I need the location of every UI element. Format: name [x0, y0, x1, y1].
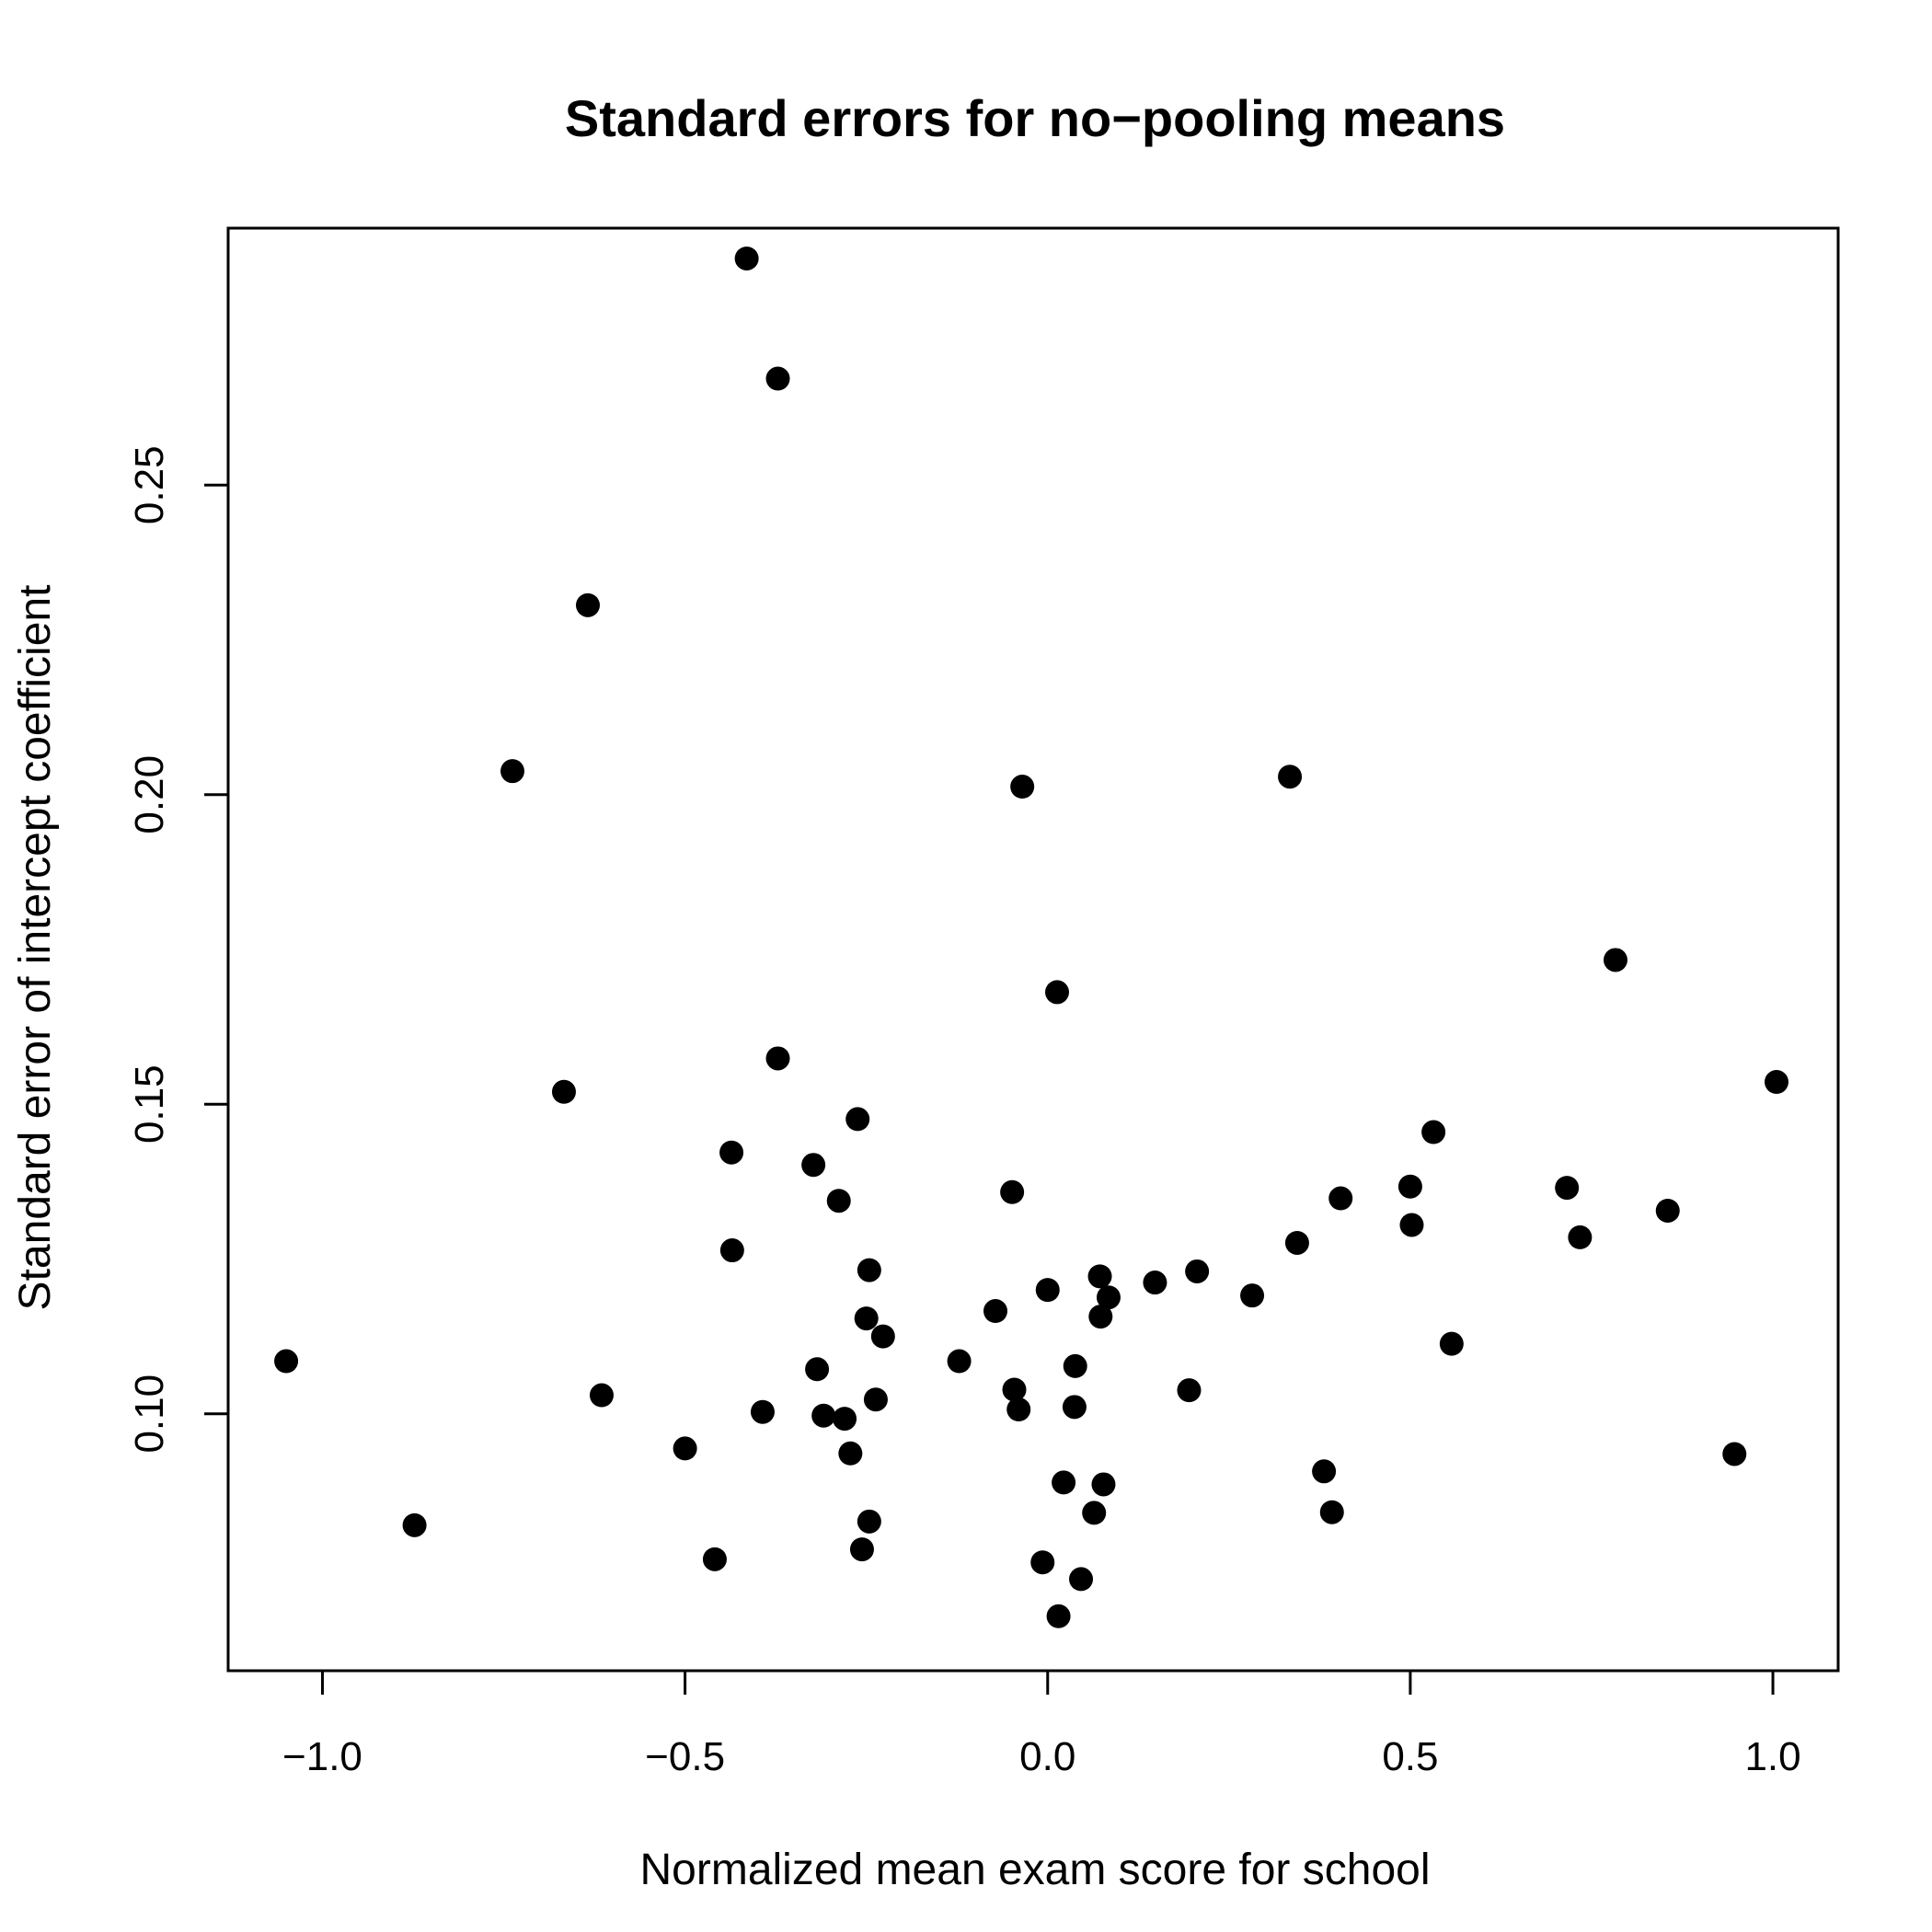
data-point	[719, 1140, 744, 1165]
y-axis-label: Standard error of intercept coefficient	[11, 585, 60, 1311]
data-point	[1035, 1278, 1060, 1303]
data-point	[1000, 1179, 1025, 1204]
data-point	[1096, 1285, 1121, 1310]
data-point	[1568, 1225, 1593, 1249]
data-point	[1655, 1198, 1680, 1223]
y-tick-label: 0.25	[127, 445, 172, 524]
data-point	[1069, 1567, 1094, 1592]
data-point	[805, 1357, 830, 1382]
y-axis: 0.10 0.15 0.20 0.25	[127, 445, 230, 1454]
data-point	[1091, 1472, 1116, 1497]
data-point	[1010, 775, 1035, 799]
data-point	[863, 1387, 888, 1412]
data-point	[1722, 1442, 1747, 1466]
x-tick-label: 1.0	[1744, 1734, 1800, 1779]
data-point	[1062, 1395, 1087, 1420]
data-point	[765, 366, 790, 391]
data-point	[1082, 1501, 1107, 1525]
data-point	[854, 1306, 879, 1331]
data-point	[1399, 1213, 1424, 1237]
x-tick-label: 0.0	[1019, 1734, 1075, 1779]
data-point	[838, 1441, 863, 1466]
data-point	[1319, 1500, 1344, 1524]
data-point	[1006, 1397, 1031, 1422]
data-point	[870, 1324, 895, 1349]
data-point	[750, 1399, 775, 1424]
data-point	[1185, 1259, 1210, 1283]
chart-title: Standard errors for no−pooling means	[565, 89, 1505, 147]
data-points	[274, 246, 1788, 1628]
data-point	[1002, 1377, 1027, 1402]
data-point	[1143, 1271, 1167, 1295]
data-point	[1764, 1070, 1788, 1095]
data-point	[1328, 1186, 1353, 1211]
x-axis-label: Normalized mean exam score for school	[639, 1846, 1430, 1894]
data-point	[983, 1299, 1008, 1324]
data-point	[826, 1189, 851, 1213]
data-point	[1603, 948, 1627, 972]
data-point	[801, 1153, 826, 1178]
data-point	[1555, 1176, 1580, 1201]
data-point	[1046, 1604, 1071, 1628]
y-tick-label: 0.15	[127, 1064, 172, 1144]
data-point	[1397, 1174, 1422, 1199]
data-point	[811, 1403, 836, 1428]
data-point	[673, 1436, 697, 1461]
data-point	[719, 1238, 744, 1263]
data-point	[1284, 1230, 1309, 1255]
data-point	[1063, 1353, 1087, 1378]
data-point	[857, 1509, 881, 1534]
data-point	[765, 1046, 790, 1071]
x-tick-label: −0.5	[645, 1734, 725, 1779]
data-point	[833, 1407, 857, 1432]
data-point	[1177, 1378, 1202, 1403]
plot-frame	[226, 226, 1840, 1673]
data-point	[845, 1107, 870, 1132]
x-axis: −1.0 −0.5 0.0 0.5 1.0	[282, 1669, 1801, 1779]
data-point	[1030, 1550, 1055, 1575]
data-point	[1312, 1459, 1337, 1484]
y-tick-label: 0.10	[127, 1374, 172, 1454]
data-point	[402, 1512, 427, 1537]
data-point	[551, 1079, 576, 1104]
data-point	[734, 246, 759, 270]
data-point	[274, 1349, 299, 1374]
data-point	[1088, 1305, 1113, 1329]
data-point	[1052, 1470, 1076, 1495]
data-point	[1087, 1264, 1112, 1289]
data-point	[947, 1349, 972, 1374]
data-point	[589, 1383, 614, 1408]
data-point	[575, 592, 600, 617]
x-tick-label: 0.5	[1382, 1734, 1438, 1779]
data-point	[1421, 1120, 1446, 1144]
data-point	[1278, 765, 1303, 789]
data-point	[1045, 980, 1070, 1005]
y-tick-label: 0.20	[127, 755, 172, 834]
x-tick-label: −1.0	[282, 1734, 362, 1779]
data-point	[857, 1258, 881, 1282]
data-point	[849, 1537, 874, 1562]
data-point	[500, 759, 525, 784]
data-point	[702, 1547, 727, 1571]
data-point	[1240, 1283, 1265, 1308]
data-point	[1439, 1331, 1464, 1356]
